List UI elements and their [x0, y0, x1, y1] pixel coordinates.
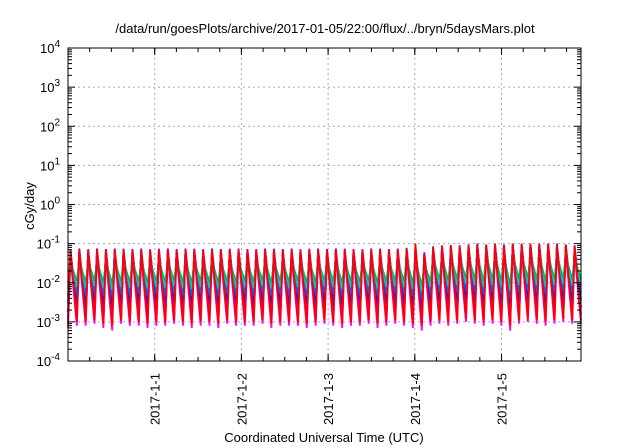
x-tick-label: 2017-1-4 — [408, 373, 423, 425]
y-tick-label: 101 — [40, 156, 60, 173]
y-tick-label: 10-4 — [37, 352, 61, 369]
x-axis: 2017-1-1 2017-1-2 2017-1-3 2017-1-4 2017-1-5 — [67, 48, 568, 425]
x-axis-label: Coordinated Universal Time (UTC) — [224, 430, 423, 445]
x-tick-label: 2017-1-2 — [234, 373, 249, 425]
x-tick-label: 2017-1-5 — [495, 373, 510, 425]
series-line-8 — [67, 243, 582, 326]
y-tick-label: 100 — [40, 196, 60, 213]
y-tick-label: 10-1 — [37, 235, 61, 252]
x-tick-label: 2017-1-3 — [321, 373, 336, 425]
y-tick-label: 102 — [40, 117, 60, 134]
y-axis-label: cGy/day — [22, 182, 37, 230]
y-tick-label: 104 — [40, 39, 60, 56]
x-tick-label: 2017-1-1 — [148, 373, 163, 425]
y-tick-label: 10-2 — [37, 274, 61, 291]
y-tick-label: 10-3 — [37, 313, 61, 330]
series-group — [67, 243, 582, 331]
chart-title: /data/run/goesPlots/archive/2017-01-05/2… — [115, 21, 535, 36]
y-axis: 10-4 10-3 10-2 10-1 100 101 102 103 104 — [37, 39, 581, 369]
y-tick-label: 103 — [40, 78, 60, 95]
